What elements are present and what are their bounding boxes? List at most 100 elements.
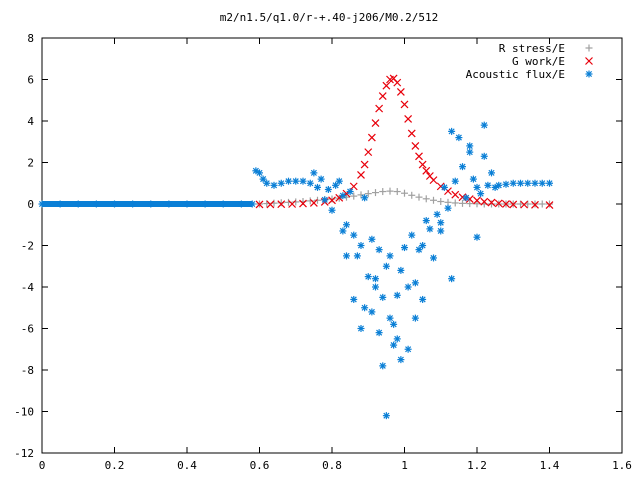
data-point [382, 81, 391, 90]
data-point [393, 291, 401, 299]
data-point [509, 179, 517, 187]
data-point [263, 179, 271, 187]
data-point [299, 199, 307, 208]
data-point [371, 119, 380, 127]
data-point [310, 169, 318, 177]
data-point [466, 200, 474, 208]
data-point [404, 115, 413, 123]
data-point [74, 200, 82, 208]
data-point [129, 200, 137, 208]
data-point [517, 179, 524, 187]
data-point [455, 134, 463, 142]
legend-marker [585, 44, 593, 52]
data-point [404, 283, 412, 291]
data-point [339, 227, 347, 235]
data-point [546, 200, 553, 208]
data-point [248, 200, 256, 208]
data-point [357, 171, 365, 179]
data-point [407, 129, 416, 138]
series-2 [255, 74, 554, 209]
data-point [350, 231, 358, 239]
data-point [495, 181, 503, 189]
data-point [364, 148, 373, 157]
data-point [397, 266, 405, 274]
data-point [350, 295, 358, 303]
data-point [386, 314, 394, 322]
data-point [299, 177, 307, 185]
y-tick-label: -4 [21, 281, 35, 294]
data-point [400, 100, 409, 109]
data-point [422, 217, 430, 225]
data-point [386, 187, 394, 195]
data-point [494, 199, 503, 208]
data-point [404, 345, 412, 353]
data-point [343, 252, 350, 260]
data-point [440, 183, 448, 191]
data-point [466, 142, 474, 150]
data-point [56, 200, 64, 208]
chart-title: m2/n1.5/q1.0/r-+.40-j206/M0.2/512 [220, 11, 439, 24]
data-point [285, 177, 292, 185]
data-point [343, 221, 350, 229]
data-point [367, 133, 376, 142]
data-point [520, 200, 529, 209]
data-point [390, 341, 398, 349]
data-point [401, 244, 408, 252]
data-point [357, 191, 365, 199]
data-point [183, 200, 191, 208]
data-point [459, 199, 466, 207]
data-point [524, 179, 532, 187]
y-tick-label: -6 [21, 323, 34, 336]
data-point [502, 180, 510, 188]
data-point [38, 200, 46, 208]
data-point [393, 78, 402, 87]
data-point [415, 152, 423, 161]
data-point [111, 200, 118, 208]
data-point [306, 179, 314, 187]
data-point [357, 242, 365, 249]
data-point [473, 183, 481, 191]
data-point [357, 325, 365, 332]
data-point [430, 196, 437, 204]
y-tick-label: -12 [14, 447, 34, 460]
data-point [426, 225, 434, 233]
x-tick-label: 0.4 [177, 459, 197, 472]
data-point [255, 200, 264, 209]
data-point [314, 183, 321, 191]
data-point [277, 200, 286, 209]
data-point [408, 231, 416, 239]
data-point [415, 246, 423, 254]
data-point [339, 192, 347, 200]
data-point [538, 179, 546, 187]
data-point [393, 188, 401, 196]
legend-item: Acoustic flux/E [466, 68, 593, 81]
data-point [538, 200, 546, 208]
data-point [444, 204, 452, 212]
y-tick-label: 4 [27, 115, 34, 128]
data-point [360, 160, 369, 169]
data-point [372, 275, 379, 283]
data-point [270, 181, 278, 189]
legend-label: G work/E [512, 55, 565, 68]
data-point [473, 196, 481, 205]
x-tick-label: 1.6 [612, 459, 632, 472]
data-point [484, 181, 492, 189]
legend-marker [585, 57, 593, 65]
x-tick-label: 1 [401, 459, 408, 472]
x-tick-label: 0.6 [250, 459, 270, 472]
data-point [328, 196, 336, 205]
data-point [415, 193, 423, 201]
data-point [292, 177, 300, 185]
data-point [411, 141, 420, 150]
data-point [364, 273, 372, 281]
data-point [321, 196, 329, 204]
data-point [277, 179, 285, 187]
data-point [531, 200, 539, 209]
data-point [477, 190, 485, 198]
data-point [350, 192, 358, 200]
data-point [256, 169, 263, 177]
data-point [437, 227, 445, 235]
legend-label: R stress/E [499, 42, 565, 55]
